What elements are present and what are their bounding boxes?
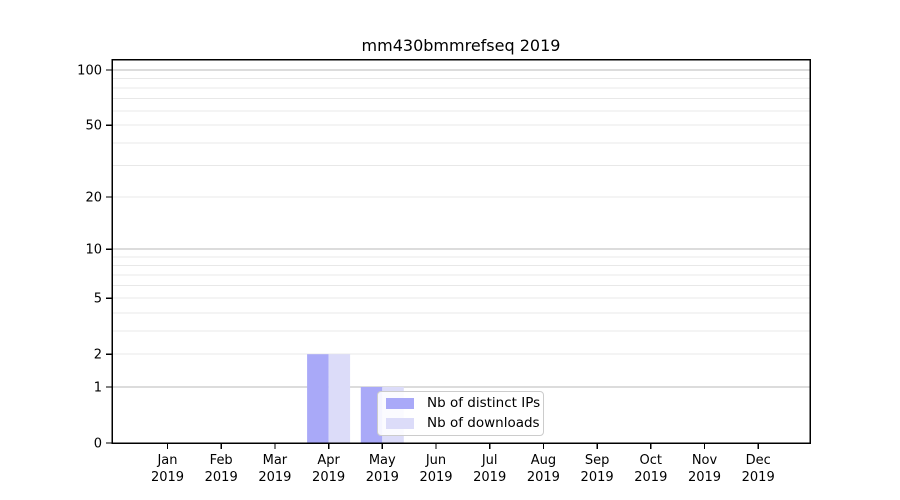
x-tick-label-year-apr: 2019 [312,470,345,485]
y-tick-label-10: 10 [85,243,102,258]
x-tick-label-year-sep: 2019 [581,470,614,485]
x-tick-label-year-jul: 2019 [473,470,506,485]
y-tick-label-20: 20 [85,190,102,205]
x-tick-label-month-nov: Nov [692,453,718,468]
y-tick-label-5: 5 [94,292,102,307]
legend-item-downloads: Nb of downloads [386,415,543,431]
x-tick-label-month-feb: Feb [210,453,233,468]
x-tick-label-year-mar: 2019 [258,470,291,485]
x-tick-label-month-jan: Jan [156,453,177,468]
x-tick-label-month-sep: Sep [585,453,610,468]
x-tick-label-month-jul: Jul [481,453,498,468]
y-tick-label-100: 100 [77,64,102,79]
x-tick-label-month-mar: Mar [263,453,288,468]
y-tick-label-50: 50 [85,119,102,134]
legend-item-distinct-ips: Nb of distinct IPs [386,394,543,411]
x-tick-label-month-apr: Apr [317,453,340,468]
axes-spines [111,58,811,444]
bar-distinct-ips-apr-2019 [307,354,329,443]
x-tick-label-month-jun: Jun [425,453,446,468]
legend: Nb of distinct IPs Nb of downloads [377,391,544,436]
x-tick-label-year-dec: 2019 [742,470,775,485]
legend-label-downloads: Nb of downloads [427,415,540,431]
x-tick-label-year-may: 2019 [366,470,399,485]
x-tick-label-year-feb: 2019 [205,470,238,485]
bar-distinct-ips-may-2019 [360,386,383,443]
chart-title: mm430bmmrefseq 2019 [361,36,561,55]
legend-swatch-downloads [386,418,414,430]
x-tick-label-year-nov: 2019 [688,470,721,485]
bar-downloads-apr-2019 [328,354,351,443]
x-tick-label-year-aug: 2019 [527,470,560,485]
x-tick-label-month-oct: Oct [640,453,662,468]
legend-label-distinct-ips: Nb of distinct IPs [427,394,541,411]
x-tick-label-year-jun: 2019 [419,470,452,485]
y-tick-label-2: 2 [94,348,102,363]
legend-swatch-distinct-ips [386,397,414,409]
y-tick-label-0: 0 [94,437,102,452]
x-tick-label-month-aug: Aug [531,453,556,468]
x-tick-label-year-oct: 2019 [634,470,667,485]
x-tick-label-month-dec: Dec [746,453,771,468]
x-tick-label-month-may: May [369,453,396,468]
x-tick-label-year-jan: 2019 [151,470,184,485]
y-tick-label-1: 1 [94,380,102,395]
